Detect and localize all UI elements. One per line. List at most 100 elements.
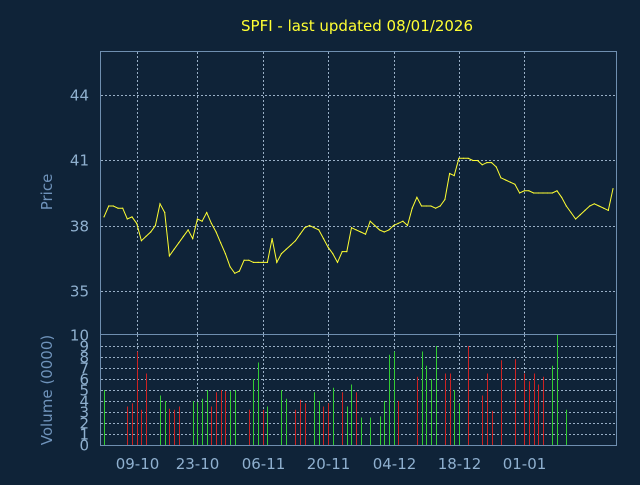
x-axis-tick-labels: 09-10 23-10 06-11 20-11 04-12 18-12 01-01 [116, 455, 547, 473]
x-tick-label: 23-10 [176, 455, 220, 473]
volume-y-tick-label: 2 [79, 415, 89, 433]
price-point [215, 231, 217, 233]
volume-y-tick-label: 9 [79, 338, 89, 356]
price-point [168, 255, 170, 257]
price-point [561, 196, 563, 198]
price-point [598, 205, 600, 207]
price-point [280, 253, 282, 255]
price-point [136, 222, 138, 224]
price-point [519, 192, 521, 194]
price-point [542, 192, 544, 194]
price-point [145, 235, 147, 237]
volume-y-tick-label: 8 [79, 349, 89, 367]
price-point [187, 229, 189, 231]
price-point [392, 224, 395, 227]
price-y-tick-label: 38 [70, 218, 89, 236]
price-point [271, 238, 273, 240]
price-y-tick-labels: 35 38 41 44 [70, 87, 89, 301]
price-point [243, 259, 245, 261]
price-point [579, 214, 581, 216]
price-point [528, 190, 530, 192]
price-point [103, 216, 105, 218]
price-y-axis-label: Price [38, 174, 56, 211]
price-point [206, 211, 208, 214]
price-point [266, 261, 268, 263]
volume-y-tick-label: 7 [79, 360, 89, 378]
price-point [449, 172, 451, 175]
price-point [458, 157, 460, 159]
price-point [126, 218, 128, 220]
price-point [374, 224, 376, 227]
price-point [154, 224, 156, 227]
price-point [304, 227, 306, 229]
price-point [486, 162, 488, 164]
price-point [467, 157, 469, 159]
price-point [500, 177, 502, 179]
x-tick-label: 20-11 [307, 455, 351, 473]
price-point [575, 218, 577, 220]
price-point [547, 192, 549, 194]
price-point [210, 222, 212, 224]
price-point [360, 231, 362, 233]
price-point [481, 164, 483, 166]
price-point [257, 261, 259, 263]
price-point [612, 188, 614, 190]
x-tick-label: 18-12 [438, 455, 482, 473]
chart-title: SPFI - last updated 08/01/2026 [241, 17, 473, 35]
price-point [196, 218, 198, 220]
price-point [336, 261, 339, 263]
price-y-tick-label: 41 [70, 152, 89, 170]
volume-y-axis-label: Volume (0000) [38, 335, 56, 445]
price-point [509, 181, 511, 183]
price-point [164, 211, 166, 214]
price-point [383, 231, 385, 233]
price-point [248, 259, 250, 261]
price-point [551, 192, 553, 194]
price-point [346, 251, 348, 253]
price-point [327, 246, 329, 248]
price-point [238, 270, 240, 272]
price-point [252, 261, 254, 263]
price-point [402, 220, 404, 222]
price-point [603, 207, 605, 209]
volume-gridlines [101, 335, 616, 445]
price-point [224, 253, 226, 255]
price-point [308, 224, 311, 227]
volume-y-tick-label: 6 [79, 371, 89, 389]
volume-bars [104, 335, 567, 445]
price-point [593, 203, 595, 205]
price-point [439, 205, 441, 207]
price-point [220, 242, 222, 244]
price-point [607, 209, 609, 211]
volume-plot-frame [100, 334, 617, 446]
volume-y-tick-label: 1 [79, 426, 89, 444]
price-point [495, 166, 497, 168]
price-point [117, 207, 119, 209]
price-point [234, 272, 236, 274]
price-panel: 35 38 41 44 Price [38, 51, 617, 335]
volume-y-tick-label: 3 [79, 404, 89, 422]
price-point [406, 224, 409, 227]
volume-y-tick-label: 4 [79, 393, 89, 411]
price-point [178, 242, 180, 244]
price-point [565, 205, 567, 207]
price-y-tick-label: 44 [70, 87, 89, 105]
x-tick-label: 01-01 [503, 455, 547, 473]
price-point [411, 207, 413, 209]
price-point [313, 227, 315, 229]
price-point [341, 251, 343, 253]
price-point [435, 207, 437, 209]
price-point [182, 235, 184, 237]
price-point [514, 183, 516, 185]
volume-y-tick-label: 5 [79, 382, 89, 400]
price-point [491, 162, 493, 164]
price-point [420, 205, 423, 207]
price-point [378, 229, 381, 231]
x-tick-label: 06-11 [242, 455, 286, 473]
x-tick-label: 09-10 [116, 455, 160, 473]
price-point [350, 227, 353, 229]
price-point [112, 205, 114, 207]
